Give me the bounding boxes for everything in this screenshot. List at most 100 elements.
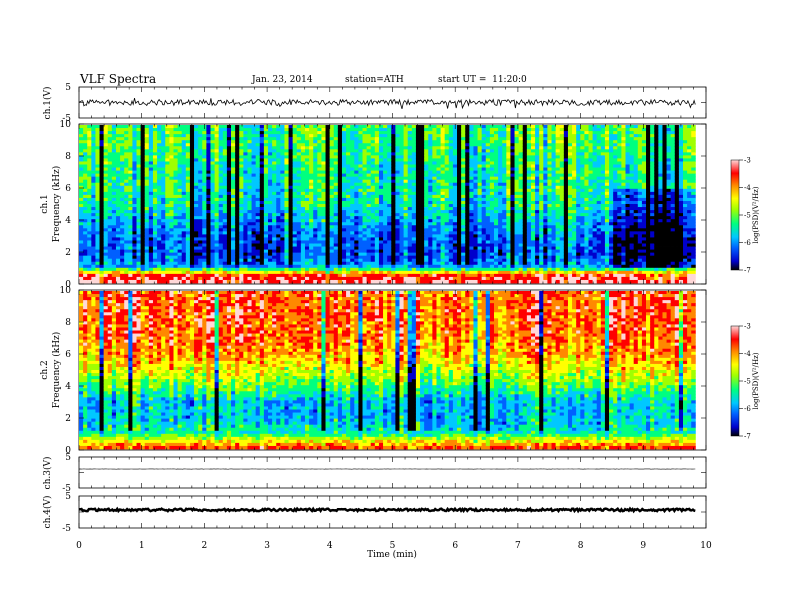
- spectrogram-cell: [239, 134, 244, 138]
- spectrogram-cell: [194, 270, 199, 275]
- spectrogram-cell: [329, 213, 335, 217]
- spectrogram-cell: [206, 167, 211, 171]
- spectrogram-cell: [194, 240, 199, 244]
- spectrogram-cell: [124, 246, 129, 250]
- spectrogram-cell: [457, 179, 462, 184]
- spectrogram-cell: [144, 131, 150, 135]
- spectrogram-cell: [247, 279, 252, 284]
- spectrogram-cell: [222, 164, 228, 168]
- spectrogram-cell: [284, 143, 289, 147]
- spectrogram-cell: [448, 228, 454, 232]
- spectrogram-cell: [432, 270, 437, 275]
- spectrogram-cell: [111, 125, 117, 129]
- spectrogram-cell: [325, 255, 331, 260]
- spectrogram-cell: [152, 149, 158, 153]
- spectrogram-cell: [296, 264, 302, 269]
- spectrogram-cell: [144, 255, 150, 260]
- spectrogram-cell: [420, 200, 425, 205]
- spectrogram-cell: [415, 197, 421, 202]
- spectrogram-cell: [280, 182, 285, 187]
- spectrogram-cell: [374, 258, 380, 263]
- spectrogram-cell: [374, 237, 380, 241]
- spectrogram-cell: [259, 213, 265, 217]
- spectrogram-cell: [304, 194, 310, 199]
- spectrogram-cell: [362, 264, 368, 269]
- spectrogram-cell: [263, 155, 269, 159]
- spectrogram-cell: [432, 167, 437, 171]
- spectrogram-cell: [383, 264, 388, 269]
- spectrogram-cell: [140, 207, 146, 211]
- spectrogram-cell: [91, 170, 96, 175]
- spectrogram-cell: [313, 185, 318, 190]
- spectrogram-cell: [288, 140, 294, 144]
- spectrogram-cell: [169, 164, 174, 168]
- spectrogram-cell: [346, 164, 351, 168]
- spectrogram-cell: [317, 146, 322, 150]
- spectrogram-cell: [124, 200, 129, 205]
- spectrogram-cell: [304, 234, 310, 238]
- spectrogram-cell: [91, 237, 96, 241]
- spectrogram-cell: [79, 261, 84, 266]
- spectrogram-cell: [247, 188, 252, 193]
- spectrogram-cell: [107, 240, 113, 244]
- spectrogram-cell: [198, 128, 203, 132]
- spectrogram-cell: [124, 231, 129, 235]
- spectrogram-cell: [370, 146, 376, 150]
- spectrogram-cell: [124, 216, 129, 220]
- spectrogram-cell: [214, 207, 220, 211]
- spectrogram-cell: [194, 231, 199, 235]
- spectrogram-cell: [202, 207, 207, 211]
- spectrogram-cell: [272, 125, 277, 129]
- spectrogram-cell: [440, 249, 446, 254]
- spectrogram-cell: [173, 279, 179, 284]
- spectrogram-cell: [247, 264, 252, 269]
- spectrogram-cell: [259, 164, 265, 168]
- spectrogram-cell: [428, 270, 433, 275]
- spectrogram-cell: [268, 173, 273, 178]
- spectrogram-cell: [255, 228, 261, 232]
- spectrogram-cell: [268, 219, 273, 223]
- spectrogram-cell: [99, 273, 105, 278]
- spectrogram-cell: [222, 131, 228, 135]
- spectrogram-cell: [181, 185, 187, 190]
- spectrogram-cell: [157, 194, 162, 199]
- spectrogram-cell: [255, 216, 261, 220]
- spectrogram-cell: [120, 140, 125, 144]
- spectrogram-cell: [157, 231, 162, 235]
- spectrogram-cell: [222, 240, 228, 244]
- spectrogram-cell: [91, 143, 96, 147]
- spectrogram-cell: [91, 270, 96, 275]
- spectrogram-cell: [272, 137, 277, 141]
- spectrogram-cell: [374, 234, 380, 238]
- spectrogram-cell: [383, 219, 388, 223]
- spectrogram-cell: [341, 249, 347, 254]
- spectrogram-cell: [120, 234, 125, 238]
- spectrogram-cell: [111, 204, 117, 208]
- spectrogram-cell: [354, 252, 359, 257]
- spectrogram-cell: [280, 216, 285, 220]
- spectrogram-cell: [415, 149, 421, 153]
- spectrogram-cell: [420, 167, 425, 171]
- spectrogram-cell: [383, 134, 388, 138]
- spectrogram-cell: [399, 125, 405, 129]
- spectrogram-cell: [128, 216, 133, 220]
- spectrogram-cell: [403, 279, 409, 284]
- spectrogram-cell: [424, 255, 429, 260]
- spectrogram-cell: [243, 131, 248, 135]
- spectrogram-cell: [313, 234, 318, 238]
- spectrogram-cell: [304, 279, 310, 284]
- spectrogram-cell: [206, 207, 211, 211]
- spectrogram-cell: [358, 182, 363, 187]
- spectrogram-cell: [378, 125, 384, 129]
- spectrogram-cell: [354, 258, 359, 263]
- spectrogram-cell: [152, 143, 158, 147]
- spectrogram-cell: [243, 146, 248, 150]
- spectrogram-cell: [329, 240, 335, 244]
- spectrogram-cell: [399, 182, 405, 187]
- spectrogram-cell: [165, 213, 170, 217]
- spectrogram-cell: [173, 125, 179, 129]
- spectrogram-cell: [309, 252, 314, 257]
- spectrogram-cell: [231, 170, 236, 175]
- spectrogram-cell: [415, 261, 421, 266]
- spectrogram-cell: [161, 207, 166, 211]
